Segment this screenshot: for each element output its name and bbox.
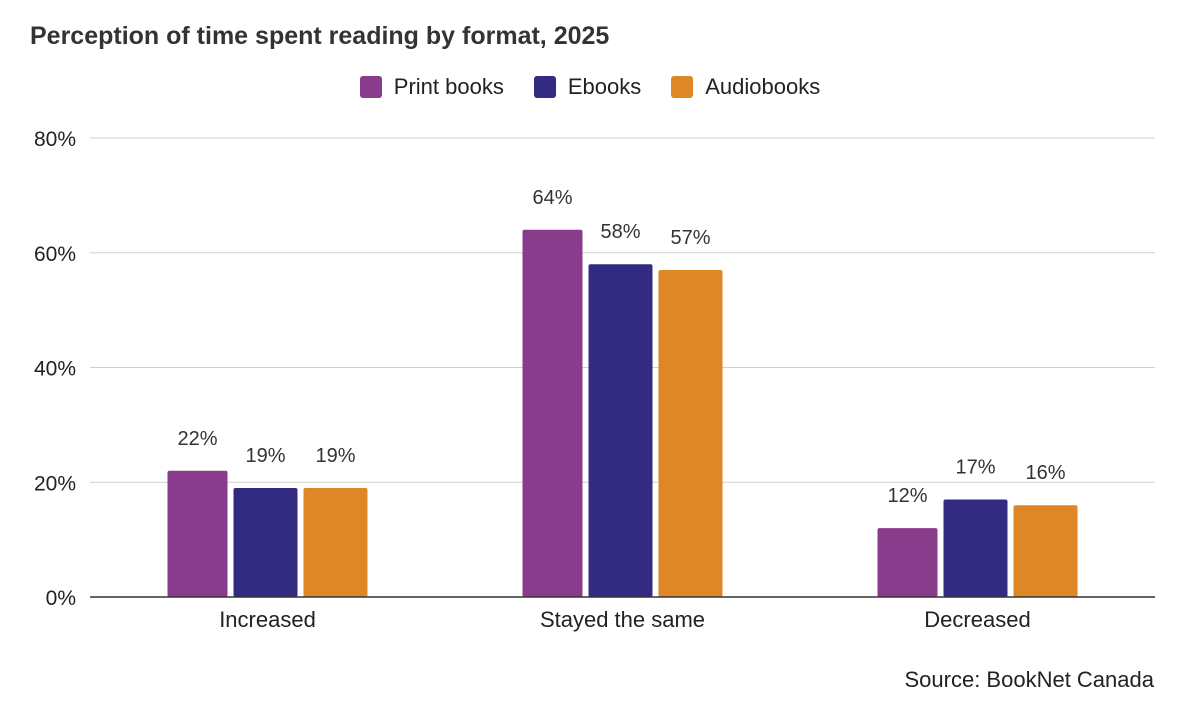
- x-tick-label: Increased: [219, 607, 316, 632]
- y-tick-label: 0%: [46, 587, 76, 610]
- legend-label-print-books: Print books: [393, 74, 504, 99]
- data-label: 17%: [955, 456, 995, 478]
- x-tick-label: Stayed the same: [540, 607, 705, 632]
- y-tick-label: 40%: [34, 358, 76, 381]
- legend-item-ebooks[interactable]: Ebooks: [533, 74, 642, 100]
- data-label: 12%: [887, 485, 927, 507]
- bar: [167, 470, 228, 597]
- bar: [588, 264, 653, 597]
- legend: Print books Ebooks Audiobooks: [0, 74, 1180, 100]
- y-tick-label: 80%: [34, 128, 76, 151]
- bar: [877, 528, 938, 597]
- bar: [658, 269, 723, 597]
- chart-title: Perception of time spent reading by form…: [30, 22, 610, 50]
- legend-swatch-print-books: [359, 76, 382, 98]
- bar: [303, 487, 368, 597]
- bar: [1013, 505, 1078, 597]
- legend-swatch-audiobooks: [671, 76, 694, 98]
- y-tick-label: 20%: [34, 472, 76, 495]
- data-label: 22%: [177, 428, 217, 450]
- y-tick-label: 60%: [34, 243, 76, 266]
- legend-label-audiobooks: Audiobooks: [705, 74, 821, 99]
- data-label: 57%: [670, 227, 710, 249]
- data-label: 19%: [315, 445, 355, 467]
- source-note: Source: BookNet Canada: [904, 667, 1155, 692]
- data-label: 64%: [532, 187, 572, 209]
- legend-label-ebooks: Ebooks: [567, 74, 642, 99]
- legend-item-audiobooks[interactable]: Audiobooks: [671, 74, 820, 100]
- data-label: 58%: [600, 221, 640, 243]
- bar: [233, 487, 298, 597]
- data-label: 19%: [245, 445, 285, 467]
- bar: [943, 499, 1008, 597]
- x-tick-label: Decreased: [924, 607, 1030, 632]
- data-label: 16%: [1025, 462, 1065, 484]
- legend-swatch-ebooks: [533, 76, 556, 98]
- legend-item-print-books[interactable]: Print books: [359, 74, 504, 100]
- bar: [522, 229, 583, 598]
